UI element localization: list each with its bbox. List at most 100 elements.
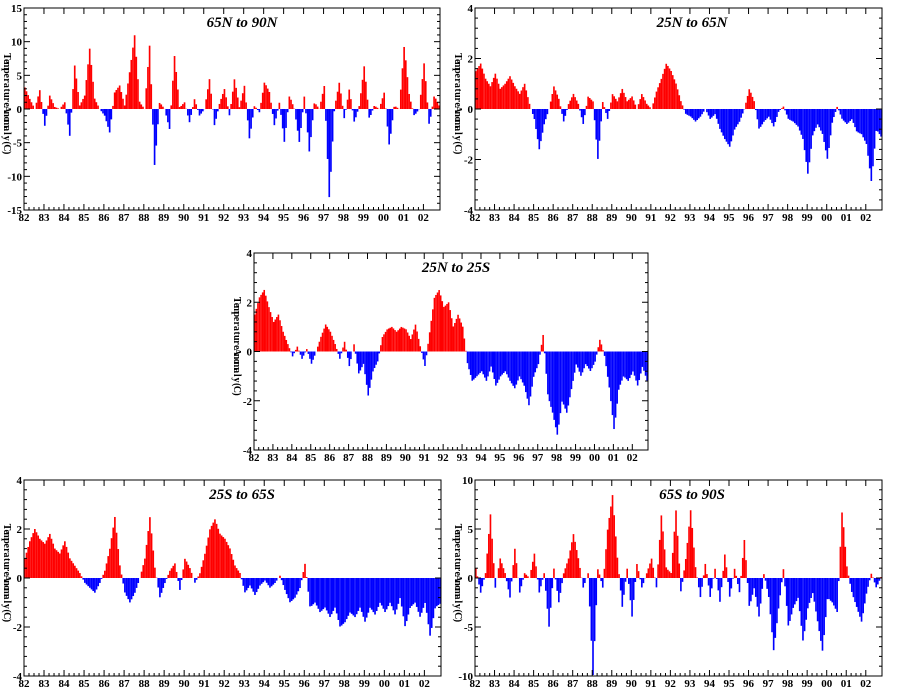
bar: [558, 578, 560, 603]
bar: [42, 109, 44, 114]
bar: [394, 578, 396, 615]
bar: [381, 98, 384, 109]
bar: [188, 109, 191, 123]
bar: [307, 351, 310, 354]
bar: [195, 578, 198, 580]
bar: [253, 106, 256, 109]
y-axis-label-char: m: [452, 588, 463, 597]
bar: [183, 102, 186, 109]
bar: [281, 109, 284, 129]
bar: [735, 575, 738, 578]
bar: [460, 322, 462, 352]
bar: [273, 109, 276, 126]
bar: [525, 574, 528, 578]
bar: [89, 578, 91, 588]
bar: [702, 109, 705, 112]
bar: [50, 99, 53, 109]
bar: [618, 97, 620, 109]
bar: [321, 93, 324, 109]
bar: [239, 572, 241, 578]
bar: [544, 578, 547, 591]
bar: [634, 104, 637, 109]
y-axis-label-char: e: [452, 102, 463, 107]
bar: [559, 351, 562, 414]
bar: [575, 100, 578, 109]
x-tick-label: 94: [259, 678, 271, 690]
bar: [279, 320, 281, 352]
bar: [90, 578, 93, 590]
y-axis-label-char: a: [452, 126, 463, 131]
bar: [266, 301, 269, 352]
bar: [270, 578, 273, 587]
y-axis: -4 -2 0 2 4: [464, 3, 882, 217]
y-tick-label: 5: [468, 524, 474, 536]
bar: [606, 529, 609, 578]
y-axis-label-char: m: [1, 62, 12, 71]
bar: [527, 97, 529, 109]
bar: [624, 351, 626, 378]
x-tick-label: 93: [684, 212, 696, 224]
bar: [422, 351, 425, 360]
bar: [870, 573, 873, 578]
bar: [864, 578, 866, 604]
bar: [169, 570, 171, 578]
bar: [601, 578, 604, 588]
bar: [147, 66, 149, 109]
bar: [784, 578, 786, 587]
bar: [184, 558, 186, 578]
bar: [800, 578, 803, 626]
bar: [637, 571, 640, 578]
bar: [564, 109, 567, 116]
bar: [475, 568, 477, 578]
bar: [142, 565, 145, 578]
bar: [655, 91, 658, 109]
bar: [512, 565, 515, 578]
bar: [491, 538, 493, 578]
bar: [833, 578, 835, 606]
bar: [65, 546, 68, 578]
x-tick-label: 83: [489, 678, 501, 690]
bar: [574, 97, 576, 109]
bar: [264, 578, 266, 581]
bar: [595, 109, 598, 140]
bar: [719, 578, 721, 602]
bar: [24, 87, 26, 109]
bar: [496, 351, 499, 383]
bar: [606, 351, 609, 377]
bar: [624, 97, 627, 109]
bar: [305, 109, 307, 114]
x-tick-label: 94: [704, 212, 716, 224]
bar: [279, 575, 281, 578]
bar: [727, 109, 729, 145]
bar: [412, 578, 415, 605]
bar: [504, 573, 506, 578]
bar: [324, 578, 326, 608]
bar: [826, 109, 829, 159]
bar: [319, 578, 321, 613]
bar: [583, 351, 585, 369]
y-axis-label-char: u: [231, 335, 242, 341]
bar: [501, 351, 503, 375]
bar: [316, 106, 319, 109]
bar: [688, 526, 690, 578]
bar: [586, 351, 589, 367]
bar: [826, 578, 829, 600]
bar: [551, 578, 554, 589]
bar: [624, 578, 627, 582]
y-axis-label-char: n: [231, 354, 242, 360]
bar: [686, 542, 689, 578]
x-tick-label: 02: [860, 678, 872, 690]
bar: [37, 96, 39, 109]
bar: [860, 109, 863, 135]
bar: [540, 578, 542, 587]
bar: [706, 574, 708, 578]
bar: [709, 109, 712, 119]
bar: [805, 109, 808, 162]
bar: [282, 331, 284, 352]
bar: [373, 106, 376, 109]
bar: [621, 88, 624, 109]
bar: [660, 515, 663, 578]
x-tick-label: 90: [400, 452, 412, 464]
bar: [60, 549, 63, 578]
